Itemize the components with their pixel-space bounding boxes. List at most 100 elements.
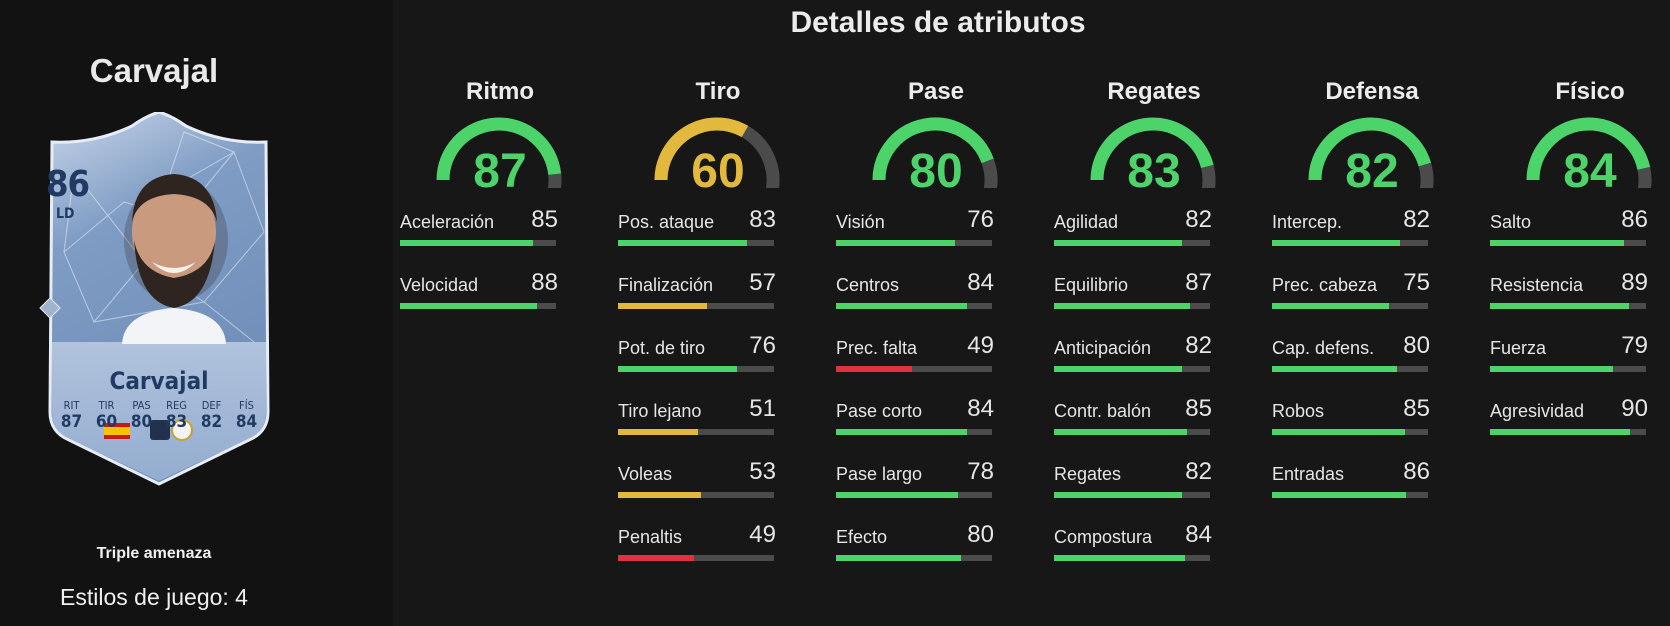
attribute-bar-track bbox=[1272, 303, 1428, 309]
attribute-bar-track bbox=[400, 303, 556, 309]
attribute-bar-fill bbox=[618, 555, 695, 561]
attribute-value: 84 bbox=[967, 269, 994, 296]
attribute-bar-fill bbox=[1054, 240, 1182, 246]
category-title: Tiro bbox=[695, 78, 741, 105]
playstyle-label: Triple amenaza bbox=[96, 545, 212, 562]
attribute-value: 53 bbox=[749, 458, 776, 485]
attribute-bar-fill bbox=[400, 240, 533, 246]
attribute-name: Fuerza bbox=[1490, 338, 1547, 358]
gauge-fill bbox=[436, 117, 562, 181]
attribute-name: Contr. balón bbox=[1054, 401, 1152, 421]
attribute-value: 88 bbox=[531, 269, 558, 296]
attribute-bar-track bbox=[836, 429, 992, 435]
attribute-name: Salto bbox=[1490, 212, 1532, 232]
attribute-value: 85 bbox=[531, 206, 558, 233]
attribute-bar-track bbox=[618, 555, 774, 561]
attribute-row: Efecto 80 bbox=[836, 521, 1036, 561]
attribute-bar-track bbox=[618, 240, 774, 246]
player-card[interactable]: 86 LD Carvajal RIT TIR PAS REG DEF FÍS 8… bbox=[34, 112, 284, 486]
card-stat-label: RIT bbox=[63, 399, 80, 412]
attribute-bar-fill bbox=[836, 303, 968, 309]
attribute-row: Fuerza 79 bbox=[1490, 332, 1670, 372]
attribute-bar-fill bbox=[618, 492, 701, 498]
attribute-row: Agresividad 90 bbox=[1490, 395, 1670, 435]
attribute-bar-fill bbox=[1272, 492, 1407, 498]
gauge-track bbox=[1418, 162, 1434, 188]
attribute-row: Equilibrio 87 bbox=[1054, 269, 1254, 309]
attribute-bar-fill bbox=[1054, 429, 1187, 435]
attribute-value: 80 bbox=[967, 521, 994, 548]
card-player-name: Carvajal bbox=[109, 367, 209, 395]
attribute-row: Visión 76 bbox=[836, 206, 1036, 246]
attribute-bar-track bbox=[836, 240, 992, 246]
attribute-bar-fill bbox=[1272, 429, 1405, 435]
attribute-value: 82 bbox=[1185, 206, 1212, 233]
gauge-track bbox=[547, 173, 562, 188]
gauge-track bbox=[981, 158, 998, 188]
card-stat-value: 84 bbox=[235, 412, 258, 432]
card-stat-value: 82 bbox=[200, 412, 223, 432]
category-gauge bbox=[654, 117, 780, 188]
attribute-bar-fill bbox=[1490, 366, 1614, 372]
attribute-bar-fill bbox=[400, 303, 538, 309]
attribute-row: Compostura 84 bbox=[1054, 521, 1254, 561]
attribute-bar-fill bbox=[1490, 240, 1625, 246]
attribute-name: Finalización bbox=[618, 275, 714, 295]
attribute-value: 82 bbox=[1185, 458, 1212, 485]
attribute-bar-fill bbox=[1054, 492, 1182, 498]
attribute-bar-track bbox=[1054, 366, 1210, 372]
attribute-value: 76 bbox=[967, 206, 994, 233]
attribute-row: Voleas 53 bbox=[618, 458, 818, 498]
attribute-value: 85 bbox=[1185, 395, 1212, 422]
category-value: 80 bbox=[909, 145, 963, 198]
attribute-name: Cap. defens. bbox=[1272, 338, 1375, 358]
category-value: 82 bbox=[1345, 145, 1399, 198]
attribute-row: Penaltis 49 bbox=[618, 521, 818, 561]
attribute-row: Robos 85 bbox=[1272, 395, 1472, 435]
attribute-bar-track bbox=[618, 429, 774, 435]
attribute-name: Centros bbox=[836, 275, 900, 295]
attribute-value: 49 bbox=[967, 332, 994, 359]
attribute-bar-track bbox=[618, 366, 774, 372]
attribute-value: 75 bbox=[1403, 269, 1430, 296]
attribute-row: Pos. ataque 83 bbox=[618, 206, 818, 246]
gauge-fill bbox=[654, 117, 749, 181]
attribute-name: Pase corto bbox=[836, 401, 923, 421]
attribute-bar-track bbox=[1054, 303, 1210, 309]
attribute-value: 89 bbox=[1621, 269, 1648, 296]
card-stats: RIT TIR PAS REG DEF FÍS 87 60 80 83 82 8… bbox=[54, 399, 294, 432]
attribute-bar-track bbox=[1272, 240, 1428, 246]
attribute-bar-track bbox=[618, 492, 774, 498]
attribute-value: 51 bbox=[749, 395, 776, 422]
gauge-fill bbox=[1526, 117, 1651, 181]
attribute-bar-fill bbox=[1272, 366, 1397, 372]
card-background bbox=[39, 112, 270, 486]
card-stat-label: TIR bbox=[98, 399, 115, 412]
attribute-value: 57 bbox=[749, 269, 776, 296]
attribute-value: 86 bbox=[1621, 206, 1648, 233]
attribute-name: Pos. ataque bbox=[618, 212, 715, 232]
attribute-bar-track bbox=[1490, 303, 1646, 309]
attribute-bar-track bbox=[836, 555, 992, 561]
attribute-row: Anticipación 82 bbox=[1054, 332, 1254, 372]
attribute-value: 84 bbox=[967, 395, 994, 422]
attribute-bar-fill bbox=[1054, 555, 1186, 561]
card-position: LD bbox=[56, 206, 75, 222]
attribute-value: 87 bbox=[1185, 269, 1212, 296]
attribute-value: 78 bbox=[967, 458, 994, 485]
attribute-name: Pot. de tiro bbox=[618, 338, 706, 358]
attribute-bar-fill bbox=[618, 429, 698, 435]
attribute-row: Regates 82 bbox=[1054, 458, 1254, 498]
category-gauge bbox=[1090, 117, 1216, 188]
card-stat-value: 60 bbox=[95, 412, 118, 432]
category-value: 83 bbox=[1127, 145, 1181, 198]
attribute-value: 83 bbox=[749, 206, 776, 233]
attribute-row: Pot. de tiro 76 bbox=[618, 332, 818, 372]
attribute-row: Velocidad 88 bbox=[400, 269, 600, 309]
attribute-bar-fill bbox=[1490, 429, 1631, 435]
attribute-row: Pase corto 84 bbox=[836, 395, 1036, 435]
attribute-bar-track bbox=[400, 240, 556, 246]
attribute-value: 84 bbox=[1185, 521, 1212, 548]
attribute-bar-track bbox=[1490, 429, 1646, 435]
attribute-bar-track bbox=[1490, 366, 1646, 372]
